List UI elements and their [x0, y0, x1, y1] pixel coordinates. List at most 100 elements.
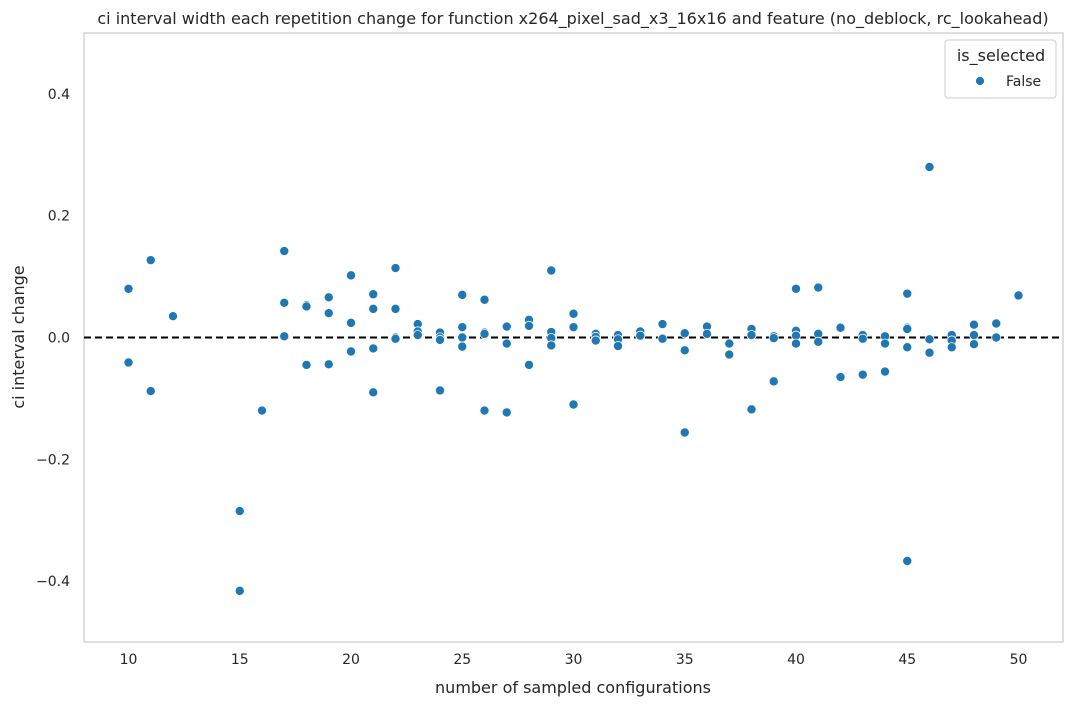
data-point — [902, 556, 913, 567]
data-point — [368, 303, 379, 314]
data-point — [946, 342, 957, 353]
data-point — [501, 321, 512, 332]
y-tick-label: −0.4 — [36, 574, 70, 590]
data-point — [345, 346, 356, 357]
data-point — [768, 333, 779, 344]
data-point — [1013, 290, 1024, 301]
data-point — [613, 341, 624, 352]
data-point — [568, 399, 579, 410]
data-point — [746, 330, 757, 341]
data-point — [546, 265, 557, 276]
data-point — [969, 339, 980, 350]
data-point — [969, 319, 980, 330]
data-point — [323, 359, 334, 370]
data-point — [434, 334, 445, 345]
data-point — [702, 328, 713, 339]
legend-box — [944, 39, 1057, 99]
x-tick-label: 35 — [676, 652, 694, 668]
data-point — [145, 386, 156, 397]
data-point — [390, 333, 401, 344]
legend: is_selected False — [944, 39, 1057, 99]
data-point — [301, 301, 312, 312]
data-point — [791, 283, 802, 294]
data-point — [813, 336, 824, 347]
data-point — [501, 338, 512, 349]
data-point — [924, 334, 935, 345]
data-point — [479, 328, 490, 339]
data-point — [368, 289, 379, 300]
data-point — [323, 292, 334, 303]
legend-entry-label: False — [1006, 74, 1041, 90]
data-point — [568, 308, 579, 319]
data-point — [924, 347, 935, 358]
data-point — [902, 323, 913, 334]
data-point — [746, 404, 757, 415]
data-point — [167, 311, 178, 322]
x-tick-label: 40 — [787, 652, 805, 668]
data-point — [234, 506, 245, 517]
data-point — [657, 333, 668, 344]
data-point — [345, 317, 356, 328]
data-point — [546, 340, 557, 351]
data-point — [524, 359, 535, 370]
x-tick-label: 10 — [120, 652, 138, 668]
data-point — [390, 263, 401, 274]
data-point — [835, 322, 846, 333]
data-point — [568, 322, 579, 333]
data-point — [479, 294, 490, 305]
data-point — [279, 331, 290, 342]
data-point — [457, 289, 468, 300]
data-point — [501, 407, 512, 418]
data-point — [724, 349, 735, 360]
data-point — [345, 270, 356, 281]
data-point — [457, 322, 468, 333]
data-point — [123, 357, 134, 368]
y-axis-ticks: −0.4 −0.2 0.0 0.2 0.4 — [36, 87, 70, 590]
data-point — [434, 385, 445, 396]
x-tick-label: 15 — [231, 652, 249, 668]
data-point — [880, 366, 891, 377]
data-point — [813, 282, 824, 293]
data-point — [457, 332, 468, 343]
data-points — [123, 161, 1024, 596]
legend-title: is_selected — [957, 46, 1045, 66]
data-point — [791, 338, 802, 349]
data-point — [924, 161, 935, 172]
data-point — [857, 333, 868, 344]
x-tick-label: 25 — [453, 652, 471, 668]
data-point — [590, 335, 601, 346]
y-axis-label: ci interval change — [9, 265, 28, 408]
data-point — [991, 332, 1002, 343]
x-tick-label: 45 — [898, 652, 916, 668]
data-point — [457, 341, 468, 352]
data-point — [145, 255, 156, 266]
data-point — [857, 369, 868, 380]
y-tick-label: 0.0 — [48, 331, 70, 347]
data-point — [679, 345, 690, 356]
data-point — [368, 387, 379, 398]
data-point — [768, 376, 779, 387]
data-point — [524, 320, 535, 331]
data-point — [991, 318, 1002, 329]
x-axis-ticks: 10 15 20 25 30 35 40 45 50 — [120, 652, 1028, 668]
data-point — [657, 319, 668, 330]
data-point — [902, 342, 913, 353]
data-point — [256, 405, 267, 416]
chart-title: ci interval width each repetition change… — [97, 9, 1048, 29]
data-point — [724, 338, 735, 349]
data-point — [279, 246, 290, 257]
data-point — [479, 405, 490, 416]
x-axis-label: number of sampled configurations — [435, 678, 711, 697]
data-point — [301, 359, 312, 370]
data-point — [390, 303, 401, 314]
x-tick-label: 20 — [342, 652, 360, 668]
data-point — [835, 372, 846, 383]
x-tick-label: 50 — [1010, 652, 1028, 668]
y-tick-label: 0.4 — [48, 87, 70, 103]
data-point — [234, 585, 245, 596]
data-point — [323, 308, 334, 319]
legend-marker — [975, 76, 985, 86]
data-point — [902, 288, 913, 299]
data-point — [635, 330, 646, 341]
